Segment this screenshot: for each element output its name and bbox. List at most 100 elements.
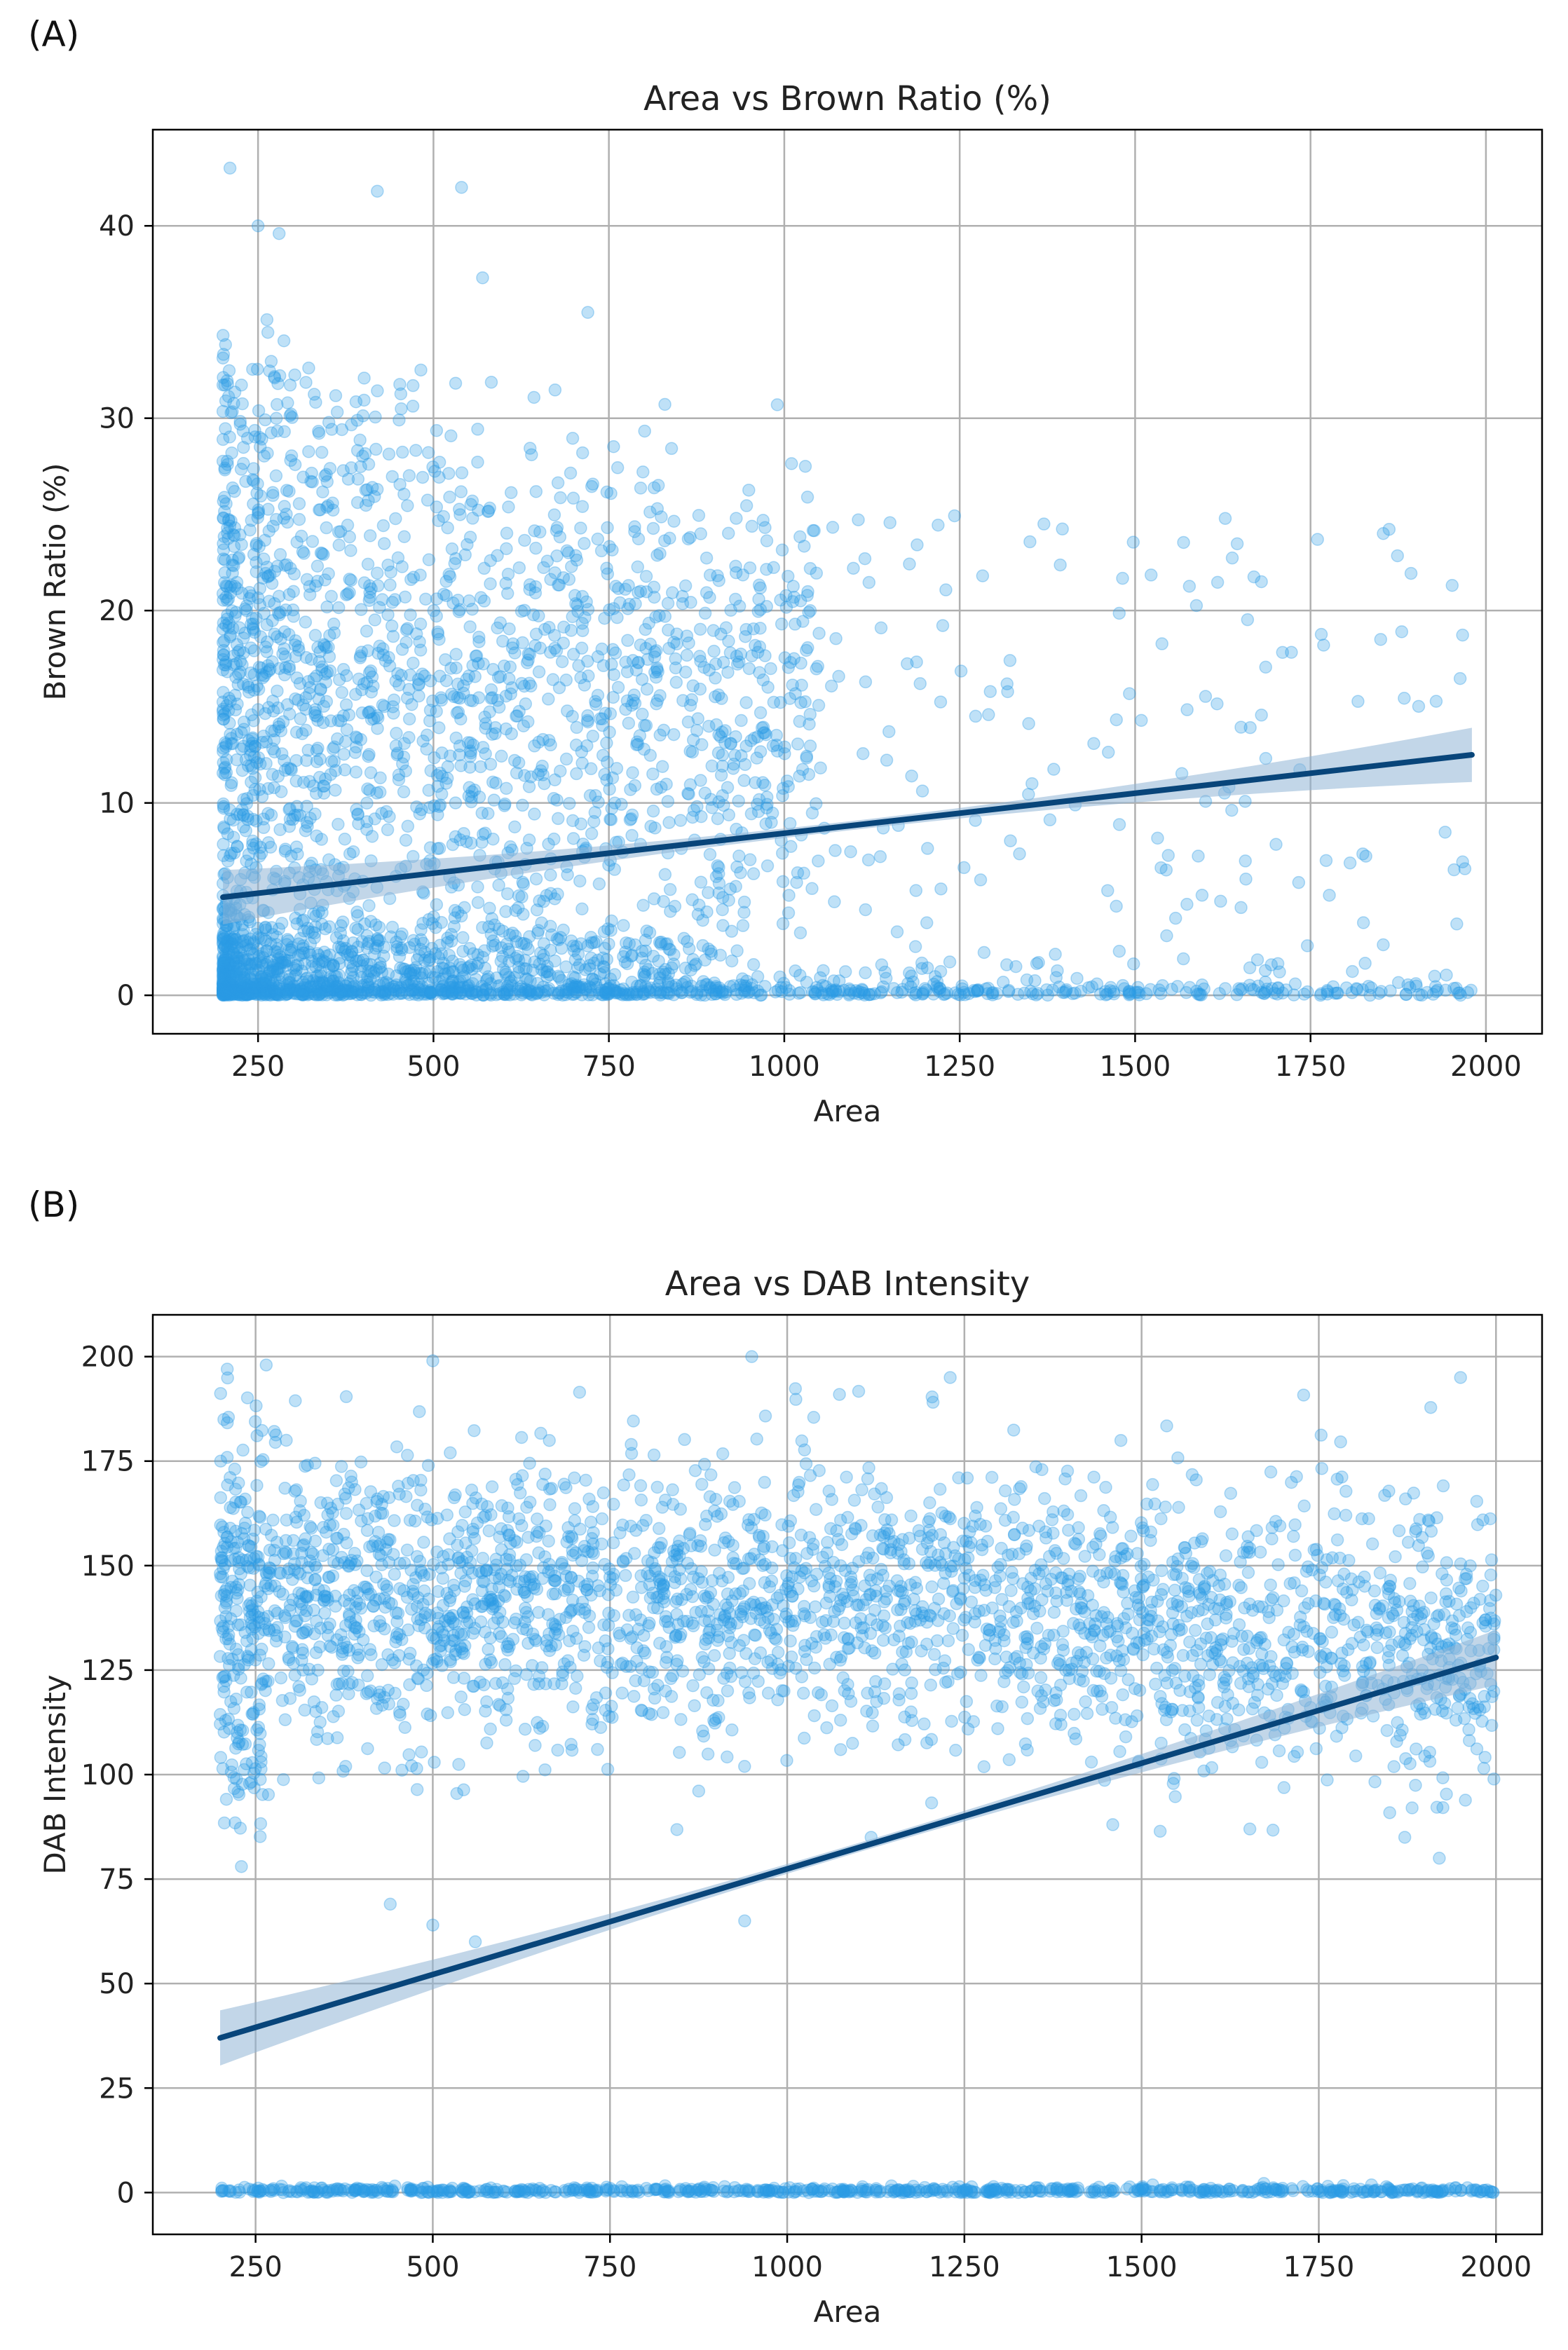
chart-a-point — [332, 981, 345, 995]
chart-a-point — [642, 616, 656, 630]
chart-a-point — [812, 699, 826, 712]
chart-a-point — [252, 404, 266, 418]
chart-a-point — [224, 974, 237, 988]
chart-a-point — [1193, 988, 1206, 1001]
chart-a-point — [744, 807, 758, 821]
chart-a-point — [314, 683, 327, 697]
chart-a-point — [775, 981, 788, 995]
chart-a-point — [296, 698, 310, 712]
chart-a-point — [227, 986, 241, 999]
chart-a-point — [905, 769, 918, 783]
chart-a-point — [1375, 985, 1388, 998]
chart-a-point — [1171, 980, 1185, 993]
chart-a-point — [704, 793, 718, 806]
chart-a-point — [904, 980, 918, 994]
chart-a-point — [241, 985, 255, 999]
chart-a-point — [435, 787, 449, 801]
chart-a-point — [322, 567, 335, 580]
chart-a-point — [530, 986, 544, 1000]
chart-a-point — [471, 423, 484, 436]
chart-a-point — [1002, 983, 1016, 997]
chart-a-point — [559, 752, 573, 766]
chart-a-point — [732, 849, 746, 863]
chart-a-point — [1155, 637, 1168, 650]
chart-a-point — [760, 563, 773, 576]
chart-a-point — [1211, 575, 1225, 589]
chart-a-point — [264, 988, 278, 1002]
chart-a-point — [716, 789, 729, 802]
chart-a-point — [775, 543, 789, 556]
chart-a-x-tick-label: 1500 — [1100, 1051, 1171, 1083]
chart-a-point — [1132, 986, 1145, 999]
chart-a-point — [915, 784, 929, 798]
chart-a-point — [707, 976, 721, 990]
chart-a-point — [401, 622, 414, 635]
chart-a-point — [503, 660, 517, 674]
chart-a-point — [607, 440, 620, 453]
chart-b-point — [1450, 1597, 1464, 1611]
chart-a-point — [719, 621, 733, 634]
chart-a-point — [311, 575, 325, 588]
chart-a-point — [332, 817, 345, 831]
chart-a-point — [289, 911, 302, 925]
chart-a-point — [508, 646, 521, 660]
chart-a-point — [759, 727, 773, 742]
chart-a-point — [216, 622, 230, 636]
chart-a-point — [658, 868, 672, 881]
chart-a-point — [219, 422, 232, 435]
chart-a-point — [635, 944, 649, 958]
chart-a-point — [426, 971, 439, 984]
chart-a-point — [361, 557, 375, 571]
chart-a-point — [832, 669, 845, 683]
chart-a-point — [301, 922, 315, 935]
chart-a-point — [703, 568, 717, 582]
chart-a-point — [320, 949, 334, 963]
chart-a-point — [372, 962, 386, 975]
chart-a-point — [220, 985, 233, 998]
chart-a-point — [423, 704, 437, 717]
chart-a-point — [711, 859, 724, 873]
chart-a-point — [521, 943, 535, 956]
chart-a-point — [570, 767, 583, 781]
chart-a-point — [798, 460, 812, 473]
chart-a-point — [311, 559, 325, 573]
chart-a-point — [564, 934, 578, 948]
chart-a-point — [579, 983, 592, 997]
chart-a-point — [562, 573, 576, 586]
chart-a-point — [282, 983, 295, 997]
chart-a-point — [446, 980, 459, 994]
chart-a-point — [236, 981, 249, 995]
chart-a-point — [499, 722, 513, 736]
chart-a-point — [694, 774, 707, 787]
chart-a-point — [343, 956, 357, 970]
chart-a-point — [918, 982, 932, 995]
chart-a-point — [227, 559, 240, 573]
chart-a-point — [570, 720, 583, 735]
chart-a-point — [1241, 613, 1255, 627]
chart-a-point — [259, 944, 273, 957]
chart-a-point — [521, 715, 535, 728]
chart-a-point — [825, 986, 839, 999]
chart-a-point — [299, 650, 313, 664]
chart-a-point — [266, 489, 280, 503]
chart-a-point — [247, 644, 261, 657]
chart-a-point — [253, 955, 266, 969]
chart-a-point — [1030, 957, 1044, 971]
chart-a-point — [246, 986, 259, 1000]
chart-a-y-tick-label: 30 — [99, 403, 135, 435]
chart-a-point — [222, 985, 236, 998]
chart-a-point — [649, 985, 662, 999]
chart-a-point — [222, 978, 236, 991]
chart-a-point — [219, 988, 233, 1002]
chart-a-point — [599, 985, 612, 999]
chart-a-point — [299, 723, 313, 737]
chart-a-point — [376, 519, 390, 533]
chart-b-point — [1383, 1806, 1396, 1819]
chart-a-point — [555, 655, 569, 669]
chart-a-point — [345, 945, 359, 959]
chart-a-point — [462, 594, 476, 608]
chart-a-point — [432, 800, 446, 813]
chart-a-point — [955, 982, 969, 996]
chart-a-point — [456, 963, 470, 977]
